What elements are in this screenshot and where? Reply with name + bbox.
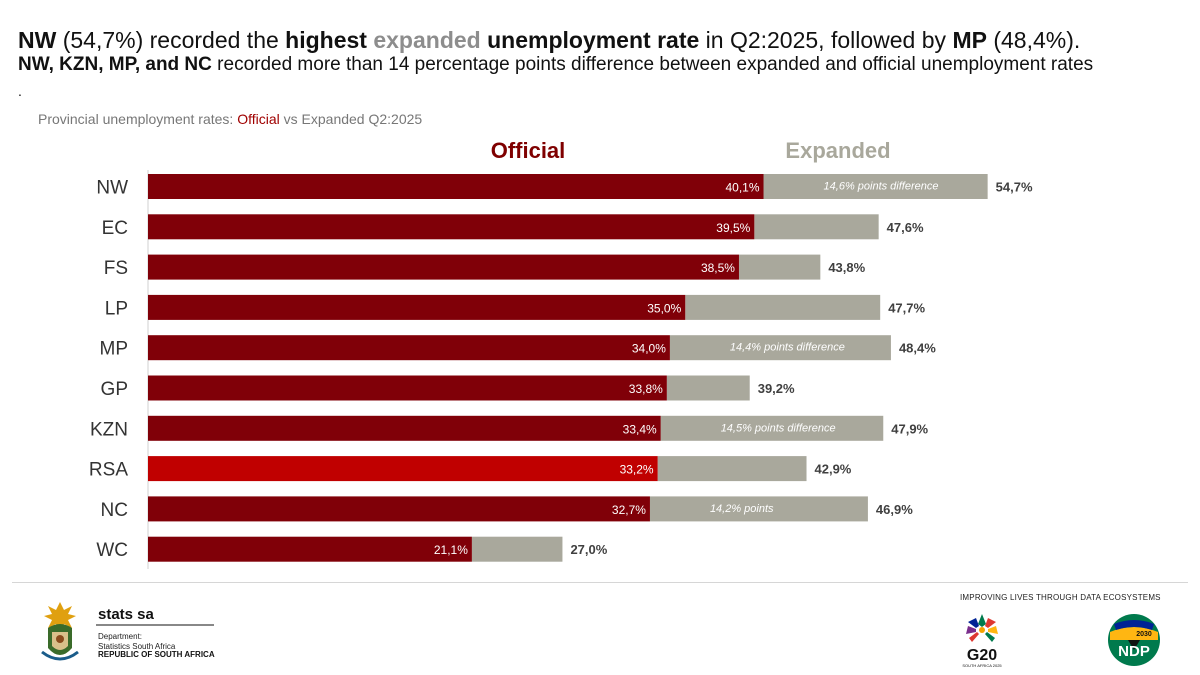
difference-annotation: 14,6% points difference [824,181,939,193]
official-value-label: 39,5% [716,221,750,235]
headline-text-1: (54,7%) recorded the [56,27,286,53]
official-bar [148,496,650,522]
expanded-bar [669,335,891,361]
headline-text-2: in Q2:2025, followed by [699,27,953,53]
official-value-label: 34,0% [632,342,666,356]
official-bar [148,375,667,401]
difference-annotation: 14,4% points difference [730,342,845,354]
chart-caption: Provincial unemployment rates: Official … [38,111,422,127]
ndp-text: NDP [1118,643,1150,660]
expanded-bar [471,536,563,562]
category-label: NW [96,178,128,199]
g20-text: G20 [967,647,997,664]
official-bar [148,415,661,441]
expanded-bar [685,294,881,320]
department-line-2: Statistics South Africa [98,642,176,651]
expanded-bar [763,174,988,199]
stray-dot: . [18,83,22,99]
unemployment-bar-chart: Official Expanded NW 40,1% 54,7% 14,6% points… [89,138,1033,569]
category-label: MP [100,339,129,360]
headline-nw: NW [18,27,57,53]
category-label: FS [104,258,128,279]
category-label: LP [105,298,128,319]
headline-mp: MP [952,27,987,53]
department-line-1: Department: [98,632,143,641]
category-label: GP [101,379,128,400]
coat-of-arms-icon [41,602,214,661]
g20-subtext: SOUTH AFRICA 2025 [962,663,1002,668]
official-value-label: 35,0% [647,301,681,315]
headline-text-3: (48,4%). [986,27,1081,53]
official-bar [148,174,764,199]
official-bar [148,214,755,240]
expanded-value-label: 47,6% [887,220,924,235]
official-value-label: 33,2% [620,463,654,477]
official-value-label: 33,4% [623,422,657,436]
expanded-bar [660,415,884,441]
expanded-value-label: 46,9% [876,502,913,517]
official-value-label: 40,1% [726,181,760,195]
expanded-bar [657,456,807,482]
official-bar [148,294,686,320]
series-header-expanded: Expanded [785,138,890,163]
category-label: EC [102,218,128,239]
expanded-value-label: 43,8% [828,260,865,275]
g20-logo-icon: G20 SOUTH AFRICA 2025 [962,614,1002,668]
category-label: KZN [90,419,128,440]
official-bar [148,254,739,280]
stats-sa-wordmark: stats sa [98,606,154,623]
footer-divider [12,582,1188,583]
headline-unemployment-rate: unemployment rate [487,27,700,53]
official-value-label: 33,8% [629,382,663,396]
headline-expanded: expanded [373,27,481,53]
expanded-value-label: 54,7% [996,180,1033,195]
expanded-bar [738,254,821,280]
official-bar [148,456,658,482]
headline-highest: highest [285,27,367,53]
expanded-value-label: 47,9% [891,421,928,436]
official-bar [148,335,670,361]
caption-text-2: vs Expanded Q2:2025 [279,111,423,127]
expanded-value-label: 48,4% [899,341,936,356]
caption-text-1: Provincial unemployment rates: [38,111,238,127]
expanded-value-label: 27,0% [570,542,607,557]
country-label: REPUBLIC OF SOUTH AFRICA [98,650,215,659]
official-value-label: 32,7% [612,503,646,517]
official-value-label: 38,5% [701,261,735,275]
expanded-bar [754,214,879,240]
series-header-official: Official [491,138,566,163]
ndp-logo-icon: 2030 NDP [1108,614,1160,666]
official-bar [148,536,472,562]
category-label: NC [101,500,128,521]
expanded-value-label: 47,7% [888,300,925,315]
category-label: WC [96,540,128,561]
footer-slogan: IMPROVING LIVES THROUGH DATA ECOSYSTEMS [960,593,1161,602]
difference-annotation: 14,2% points [710,503,774,515]
expanded-value-label: 42,9% [815,462,852,477]
difference-annotation: 14,5% points difference [721,422,836,434]
department-label: Department: Statistics South Africa [98,632,175,652]
chart-subheadline: NW, KZN, MP, and NC recorded more than 1… [18,53,1093,77]
ndp-year: 2030 [1136,631,1152,638]
official-value-label: 21,1% [434,543,468,557]
subheadline-text: recorded more than 14 percentage points … [211,54,1094,75]
category-label: RSA [89,460,128,481]
caption-official: Official [237,111,280,127]
expanded-bar [649,496,868,522]
expanded-value-label: 39,2% [758,381,795,396]
chart-headline: NW (54,7%) recorded the highest expanded… [18,26,1080,54]
expanded-bar [666,375,750,401]
subheadline-provinces: NW, KZN, MP, and NC [18,54,212,75]
